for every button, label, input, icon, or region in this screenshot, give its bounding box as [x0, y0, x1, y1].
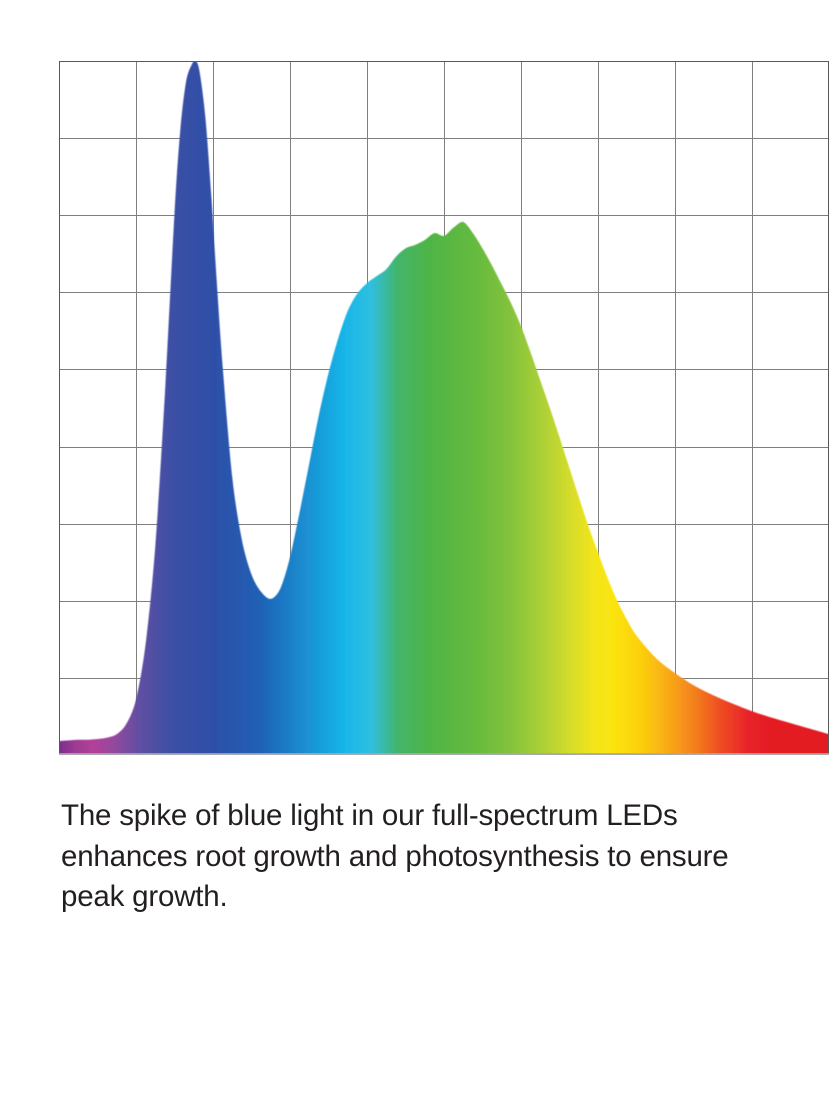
caption-block: The spike of blue light in our full-spec… — [61, 796, 791, 918]
spectrum-chart — [59, 61, 829, 755]
caption-text: The spike of blue light in our full-spec… — [61, 799, 729, 913]
spectrum-area-path — [59, 61, 829, 755]
spectrum-chart-svg — [59, 61, 829, 755]
